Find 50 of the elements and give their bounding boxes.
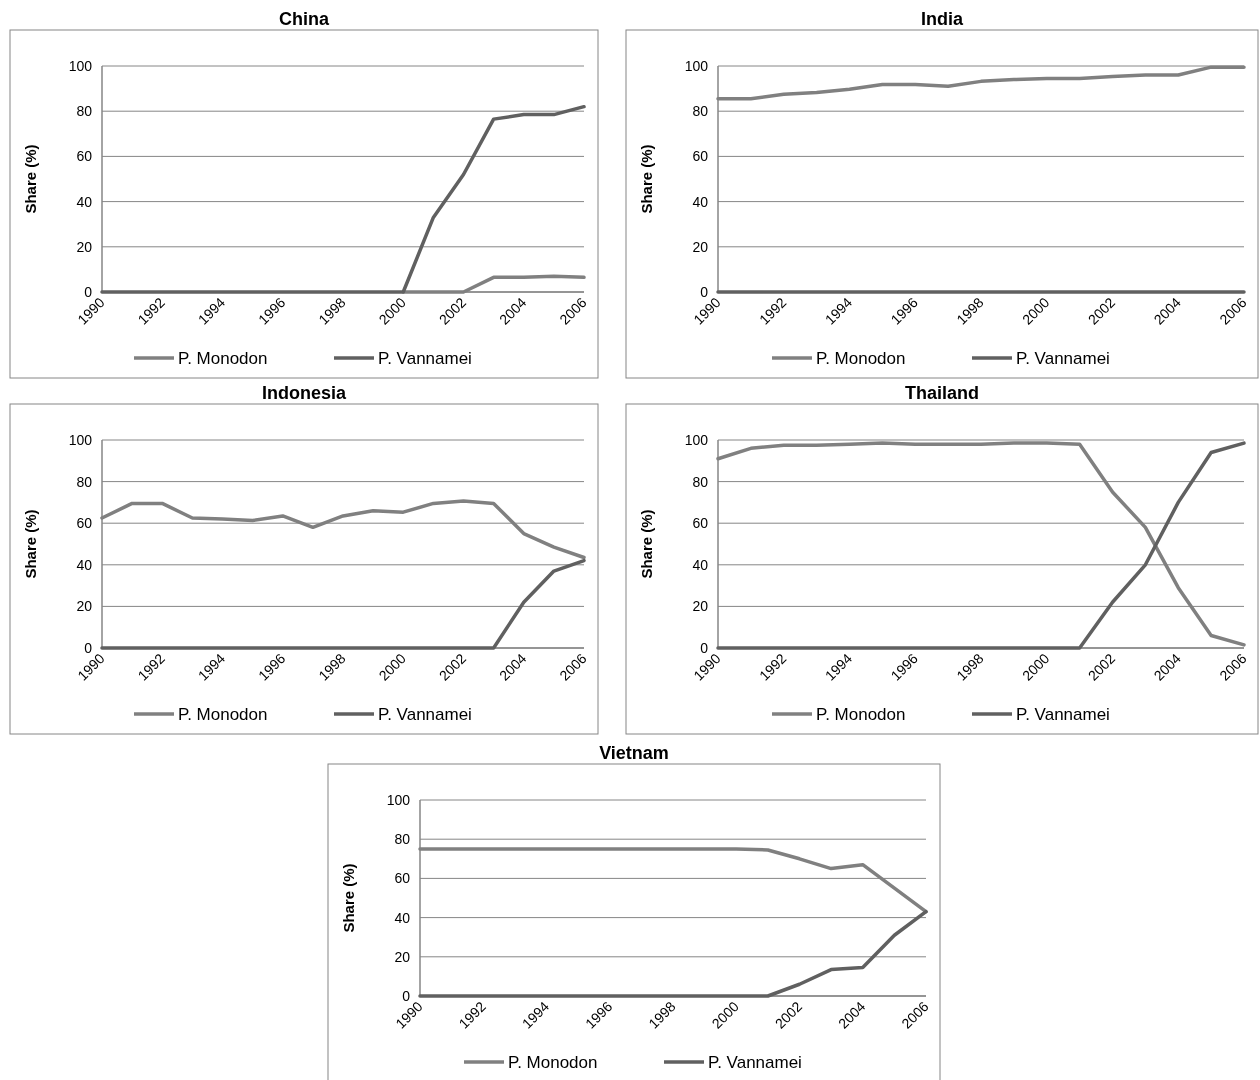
chart-title: China xyxy=(278,9,330,29)
y-tick-label: 0 xyxy=(700,639,709,656)
legend-label: P. Vannamei xyxy=(1016,348,1110,368)
y-tick-label: 40 xyxy=(692,556,709,573)
legend-label: P. Monodon xyxy=(816,704,906,724)
y-tick-label: 40 xyxy=(76,556,93,573)
y-tick-label: 40 xyxy=(394,909,411,926)
chart-title: India xyxy=(920,9,964,29)
legend-label: P. Monodon xyxy=(178,348,268,368)
y-tick-label: 80 xyxy=(76,103,93,120)
y-axis-title: Share (%) xyxy=(638,144,655,214)
y-tick-label: 80 xyxy=(692,103,709,120)
y-tick-label: 100 xyxy=(684,57,709,74)
y-axis-title: Share (%) xyxy=(22,144,39,214)
y-axis-title: Share (%) xyxy=(638,509,655,579)
chart-title: Thailand xyxy=(904,383,980,403)
y-tick-label: 60 xyxy=(692,515,709,532)
y-tick-label: 20 xyxy=(76,238,93,255)
y-tick-label: 100 xyxy=(68,431,93,448)
chart-title: Vietnam xyxy=(599,743,669,763)
legend-label: P. Monodon xyxy=(178,704,268,724)
legend-label: P. Monodon xyxy=(816,348,906,368)
y-tick-label: 80 xyxy=(394,831,411,848)
y-tick-label: 100 xyxy=(684,431,709,448)
y-tick-label: 100 xyxy=(68,57,93,74)
legend-label: P. Vannamei xyxy=(378,348,472,368)
y-tick-label: 20 xyxy=(394,948,411,965)
y-tick-label: 60 xyxy=(76,515,93,532)
chart-title: Indonesia xyxy=(261,383,347,403)
y-tick-label: 40 xyxy=(76,193,93,210)
y-tick-label: 40 xyxy=(692,193,709,210)
y-tick-label: 0 xyxy=(700,283,709,300)
legend-label: P. Vannamei xyxy=(1016,704,1110,724)
legend-label: P. Monodon xyxy=(508,1052,598,1072)
y-tick-label: 0 xyxy=(84,639,93,656)
y-tick-label: 20 xyxy=(76,598,93,615)
y-tick-label: 80 xyxy=(692,473,709,490)
y-tick-label: 0 xyxy=(84,283,93,300)
legend-label: P. Vannamei xyxy=(708,1052,802,1072)
y-tick-label: 60 xyxy=(76,148,93,165)
y-tick-label: 100 xyxy=(386,791,411,808)
y-tick-label: 60 xyxy=(692,148,709,165)
y-tick-label: 0 xyxy=(402,987,411,1004)
y-tick-label: 80 xyxy=(76,473,93,490)
y-axis-title: Share (%) xyxy=(340,863,357,933)
y-axis-title: Share (%) xyxy=(22,509,39,579)
y-tick-label: 60 xyxy=(394,870,411,887)
legend-label: P. Vannamei xyxy=(378,704,472,724)
y-tick-label: 20 xyxy=(692,598,709,615)
y-tick-label: 20 xyxy=(692,238,709,255)
